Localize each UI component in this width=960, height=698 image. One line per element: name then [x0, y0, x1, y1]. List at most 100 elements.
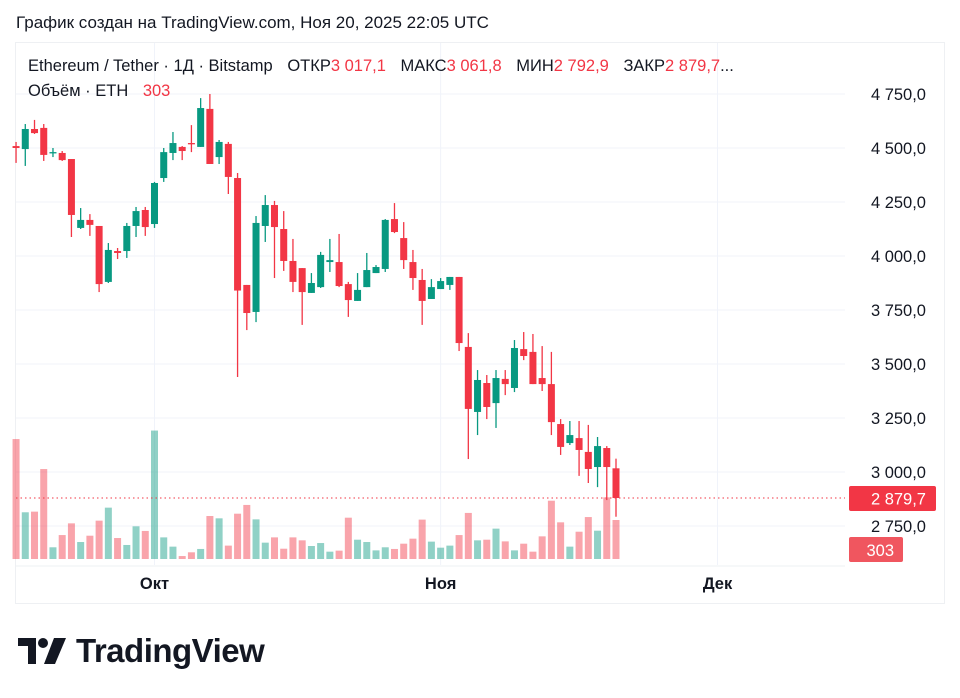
candle-body — [86, 219, 94, 225]
candle-body — [372, 267, 380, 274]
volume-value: 303 — [142, 82, 171, 100]
candle-body — [234, 178, 242, 291]
volume-bar — [381, 547, 389, 559]
volume-bar — [187, 552, 195, 559]
candle — [594, 437, 602, 488]
price-tick-label: 2 750,0 — [871, 518, 926, 536]
volume-bar — [335, 550, 343, 559]
price-tick-label: 3 000,0 — [871, 464, 926, 482]
volume-bar — [298, 540, 306, 559]
volume-bar — [40, 469, 48, 559]
candle-body — [354, 289, 362, 301]
candle — [21, 124, 29, 166]
candle — [455, 276, 463, 352]
volume-bar — [289, 537, 297, 559]
candle — [243, 284, 251, 331]
candle — [206, 94, 214, 164]
candle — [372, 265, 380, 274]
date-tick-label: Ноя — [425, 575, 456, 593]
volume-bar — [169, 546, 177, 559]
date-tick-label: Дек — [703, 575, 733, 593]
candle-body — [400, 238, 408, 261]
candle-body — [326, 260, 334, 263]
candle — [197, 98, 205, 147]
candle — [326, 238, 334, 272]
candle-body — [224, 143, 232, 177]
candle — [501, 370, 509, 396]
volume-bar — [307, 546, 315, 559]
candle-body — [114, 251, 122, 253]
close-label: ЗАКР — [623, 57, 666, 75]
candle-body — [104, 249, 112, 282]
volume-bar — [67, 523, 75, 559]
candle-body — [187, 143, 195, 145]
volume-bar — [261, 542, 269, 559]
candle-body — [58, 152, 66, 161]
tradingview-logo[interactable]: TradingView — [18, 632, 265, 670]
low-value: 2 792,9 — [553, 57, 609, 75]
symbol-title[interactable]: Ethereum / Tether · 1Д · Bitstamp — [28, 57, 273, 75]
legend-more[interactable]: ... — [720, 57, 734, 75]
last-price-tag — [849, 485, 936, 511]
candle-body — [151, 182, 158, 225]
candle — [446, 276, 454, 290]
volume-bar — [326, 551, 334, 559]
candle — [58, 151, 66, 161]
candle — [178, 146, 186, 161]
candle — [151, 181, 158, 228]
volume-bar — [455, 535, 463, 559]
volume-bar — [566, 546, 574, 559]
candle — [409, 249, 417, 290]
candle-body — [483, 383, 491, 407]
volume-bar — [437, 547, 445, 559]
candle — [132, 206, 140, 237]
candle — [520, 332, 528, 361]
volume-bar — [390, 548, 398, 559]
candle-body — [363, 270, 371, 288]
candle-body — [215, 141, 223, 158]
price-tick-label: 3 750,0 — [871, 302, 926, 320]
logo-text: TradingView — [76, 632, 265, 669]
volume-bar — [547, 500, 555, 559]
candle-body — [21, 128, 29, 150]
last-volume-tag — [849, 537, 903, 562]
volume-bar — [594, 530, 602, 559]
volume-bar — [77, 542, 85, 559]
candle — [354, 273, 362, 301]
legend-ohlc: Ethereum / Tether · 1Д · Bitstamp ОТКР3 … — [28, 57, 734, 76]
candle-body — [464, 346, 472, 409]
candle-body — [409, 262, 417, 279]
price-tick-label: 3 500,0 — [871, 356, 926, 374]
price-tick-label: 3 250,0 — [871, 410, 926, 428]
candle — [427, 279, 435, 299]
candles — [12, 94, 620, 517]
volume-bar — [409, 538, 417, 559]
candle-body — [575, 438, 583, 450]
candle — [114, 248, 122, 260]
candle — [160, 148, 168, 182]
volume-bar — [132, 526, 140, 559]
candle-body — [40, 127, 48, 155]
candle-body — [344, 284, 352, 301]
volume-bar — [501, 541, 509, 559]
candle — [252, 216, 260, 323]
candle — [141, 206, 149, 236]
volume-bar — [58, 535, 66, 559]
volume-bar — [400, 543, 408, 559]
high-label: МАКС — [400, 57, 447, 75]
candle-body — [557, 424, 565, 447]
candle — [492, 370, 500, 428]
candle — [335, 233, 343, 288]
candle — [86, 214, 94, 236]
volume-bar — [215, 518, 223, 559]
price-tick-label: 4 500,0 — [871, 140, 926, 158]
volume-bar — [86, 535, 94, 559]
volume-bar — [603, 497, 611, 559]
volume-bar — [474, 540, 482, 559]
volume-bars — [12, 430, 620, 559]
high-value: 3 061,8 — [446, 57, 502, 75]
volume-label[interactable]: Объём · ETH — [28, 82, 129, 100]
candle-body — [67, 159, 75, 215]
volume-bar — [344, 517, 352, 559]
